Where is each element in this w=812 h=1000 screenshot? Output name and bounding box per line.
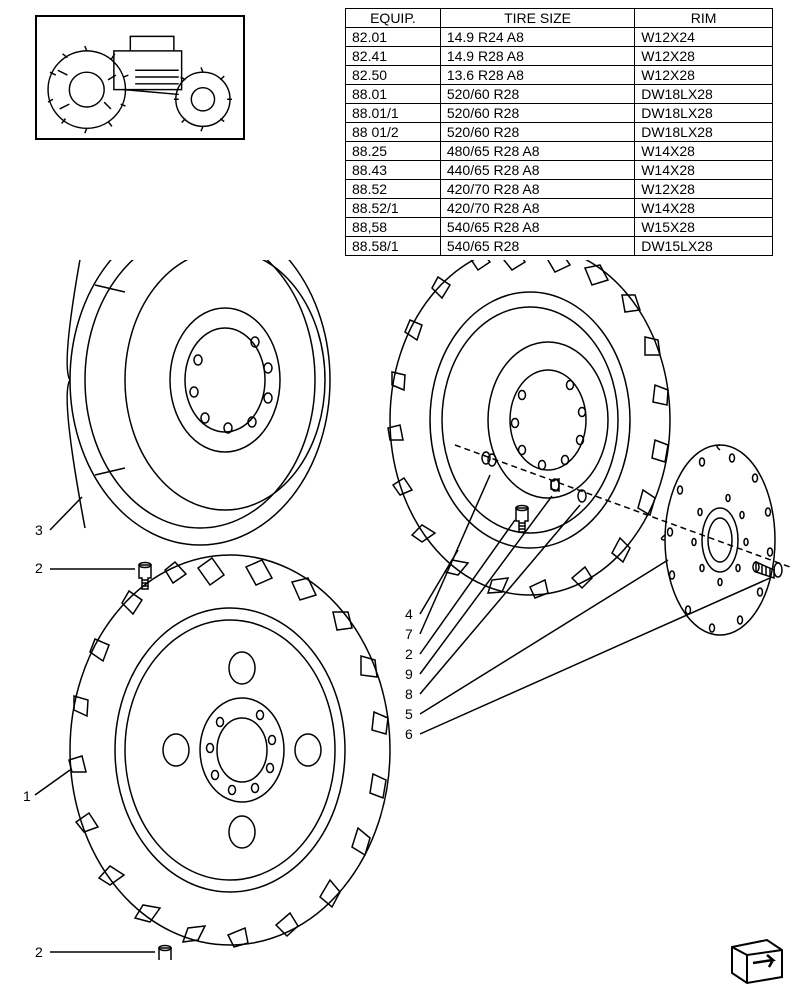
table-cell: 520/60 R28 [440, 104, 634, 123]
table-header-row: EQUIP. TIRE SIZE RIM [346, 9, 773, 28]
table-cell: 82.50 [346, 66, 441, 85]
table-cell: DW18LX28 [635, 104, 773, 123]
next-page-icon [727, 935, 787, 985]
callout-2a: 2 [35, 560, 43, 576]
table-cell: 14.9 R24 A8 [440, 28, 634, 47]
table-cell: 82.41 [346, 47, 441, 66]
table-cell: 520/60 R28 [440, 85, 634, 104]
table-row: 82.0114.9 R24 A8W12X24 [346, 28, 773, 47]
table-cell: W15X28 [635, 218, 773, 237]
header-rim: RIM [635, 9, 773, 28]
table-cell: 480/65 R28 A8 [440, 142, 634, 161]
table-row: 88.01/1520/60 R28DW18LX28 [346, 104, 773, 123]
callout-4: 4 [405, 606, 413, 622]
table-cell: 420/70 R28 A8 [440, 199, 634, 218]
callout-8: 8 [405, 686, 413, 702]
table-cell: DW18LX28 [635, 123, 773, 142]
table-row: 88.52/1420/70 R28 A8W14X28 [346, 199, 773, 218]
table-cell: DW15LX28 [635, 237, 773, 256]
table-cell: W12X28 [635, 66, 773, 85]
table-cell: W14X28 [635, 199, 773, 218]
table-cell: 88.01/1 [346, 104, 441, 123]
table-cell: 440/65 R28 A8 [440, 161, 634, 180]
table-cell: W12X28 [635, 47, 773, 66]
table-cell: 88 01/2 [346, 123, 441, 142]
table-cell: 13.6 R28 A8 [440, 66, 634, 85]
table-cell: 420/70 R28 A8 [440, 180, 634, 199]
header-tire-size: TIRE SIZE [440, 9, 634, 28]
table-row: 88.52420/70 R28 A8W12X28 [346, 180, 773, 199]
table-row: 82.5013.6 R28 A8W12X28 [346, 66, 773, 85]
callout-3: 3 [35, 522, 43, 538]
table-cell: 82.01 [346, 28, 441, 47]
table-cell: 14.9 R28 A8 [440, 47, 634, 66]
callout-6: 6 [405, 726, 413, 742]
header-equip: EQUIP. [346, 9, 441, 28]
table-cell: W12X28 [635, 180, 773, 199]
table-cell: 540/65 R28 A8 [440, 218, 634, 237]
table-row: 88.58/1540/65 R28DW15LX28 [346, 237, 773, 256]
thumbnail-tractor [35, 15, 245, 140]
table-cell: 88.25 [346, 142, 441, 161]
table-row: 88.25480/65 R28 A8W14X28 [346, 142, 773, 161]
table-row: 88 01/2520/60 R28DW18LX28 [346, 123, 773, 142]
table-cell: DW18LX28 [635, 85, 773, 104]
table-cell: 88.52/1 [346, 199, 441, 218]
table-cell: W12X24 [635, 28, 773, 47]
callout-7: 7 [405, 626, 413, 642]
table-cell: 88,58 [346, 218, 441, 237]
table-cell: 88.43 [346, 161, 441, 180]
table-cell: W14X28 [635, 161, 773, 180]
table-cell: 88.58/1 [346, 237, 441, 256]
table-row: 82.4114.9 R28 A8W12X28 [346, 47, 773, 66]
table-cell: W14X28 [635, 142, 773, 161]
callout-5: 5 [405, 706, 413, 722]
table-row: 88,58540/65 R28 A8W15X28 [346, 218, 773, 237]
callout-9: 9 [405, 666, 413, 682]
table-cell: 88.01 [346, 85, 441, 104]
table-cell: 88.52 [346, 180, 441, 199]
tire-rim-table: EQUIP. TIRE SIZE RIM 82.0114.9 R24 A8W12… [345, 8, 773, 256]
callout-2c: 2 [405, 646, 413, 662]
table-cell: 520/60 R28 [440, 123, 634, 142]
table-cell: 540/65 R28 [440, 237, 634, 256]
callout-2b: 2 [35, 944, 43, 960]
table-row: 88.43440/65 R28 A8W14X28 [346, 161, 773, 180]
table-row: 88.01520/60 R28DW18LX28 [346, 85, 773, 104]
callout-1: 1 [23, 788, 31, 804]
